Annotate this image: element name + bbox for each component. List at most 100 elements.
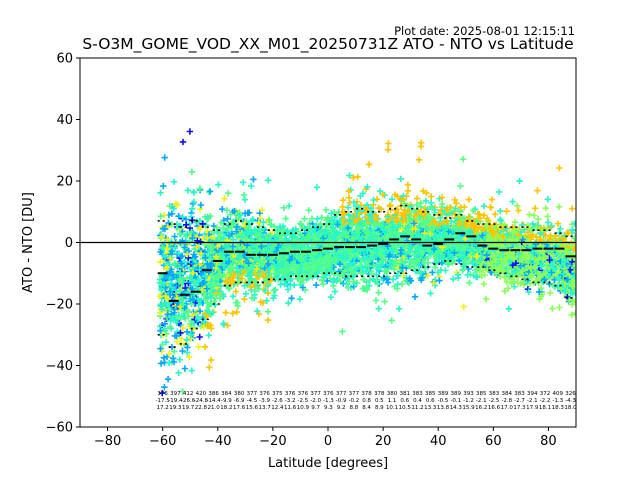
scatter-point: [282, 215, 289, 222]
scatter-point: [427, 290, 434, 297]
scatter-point: [497, 273, 504, 280]
scatter-point: [291, 281, 298, 289]
scatter-point: [391, 266, 398, 273]
scatter-point: [175, 369, 182, 376]
scatter-point: [161, 253, 169, 260]
scatter-point: [190, 189, 198, 196]
scatter-point: [166, 202, 173, 210]
scatter-point: [544, 213, 551, 220]
scatter-point: [330, 270, 338, 277]
scatter-point: [345, 188, 352, 195]
scatter-point: [378, 261, 386, 268]
scatter-point: [246, 209, 253, 216]
scatter-point: [170, 358, 178, 366]
scatter-point: [223, 207, 231, 214]
scatter-point: [480, 280, 487, 288]
scatter-point: [556, 304, 563, 311]
scatter-point: [313, 281, 320, 289]
scatter-point: [173, 338, 181, 345]
scatter-point: [179, 138, 187, 146]
scatter-point: [535, 216, 542, 223]
scatter-point: [161, 154, 168, 161]
scatter-point: [339, 197, 347, 204]
scatter-point: [450, 275, 457, 283]
scatter-point: [375, 289, 382, 296]
scatter-point: [453, 200, 460, 207]
scatter-point: [263, 297, 270, 304]
scatter-point: [345, 211, 352, 219]
scatter-point: [265, 177, 272, 184]
scatter-point: [329, 278, 337, 286]
scatter-point: [159, 389, 166, 397]
scatter-point: [451, 196, 458, 204]
scatter-point: [354, 173, 361, 181]
scatter-point: [186, 353, 193, 361]
scatter-point: [331, 288, 339, 295]
scatter-point: [196, 308, 204, 315]
scatter-point: [259, 299, 267, 306]
scatter-point: [157, 258, 164, 266]
scatter-point: [242, 290, 249, 297]
scatter-point: [318, 214, 325, 221]
scatter-point: [385, 140, 392, 147]
scatter-point: [339, 328, 346, 335]
scatter-point: [487, 204, 494, 211]
scatter-point: [522, 256, 530, 264]
scatter-point: [536, 295, 543, 303]
scatter-point: [179, 347, 186, 355]
scatter-point: [482, 295, 490, 303]
scatter-point: [505, 305, 512, 312]
scatter-point: [429, 269, 436, 276]
scatter-point: [345, 284, 352, 291]
scatter-point: [270, 295, 277, 302]
scatter-point: [270, 287, 277, 294]
scatter-point: [436, 277, 443, 284]
scatter-point: [262, 287, 269, 294]
scatter-point: [206, 364, 213, 371]
scatter-point: [264, 316, 272, 324]
scatter-point: [236, 212, 243, 219]
scatter-point: [568, 301, 576, 308]
scatter-point: [241, 295, 248, 303]
scatter-point: [254, 307, 261, 315]
scatter-point: [264, 308, 272, 315]
scatter-point: [280, 204, 287, 211]
scatter-point: [555, 203, 563, 210]
scatter-point: [388, 317, 395, 324]
scatter-point: [169, 315, 177, 322]
scatter-point: [170, 178, 178, 185]
scatter-point: [157, 360, 165, 367]
scatter-point: [384, 279, 392, 286]
scatter-point: [250, 176, 257, 183]
scatter-point: [554, 220, 562, 227]
scatter-point: [362, 209, 369, 216]
scatter-point: [286, 202, 293, 210]
scatter-point: [547, 289, 554, 296]
scatter-point: [569, 205, 576, 212]
scatter-point: [195, 343, 202, 350]
scatter-point: [544, 219, 552, 226]
scatter-point: [440, 219, 447, 226]
scatter-point: [372, 297, 380, 304]
scatter-point: [220, 320, 227, 327]
scatter-point: [515, 207, 522, 214]
scatter-point: [431, 206, 438, 214]
scatter-point: [157, 327, 164, 334]
scatter-point: [207, 300, 214, 307]
scatter-point: [297, 220, 304, 227]
scatter-point: [438, 194, 446, 201]
scatter-point: [514, 202, 521, 209]
scatter-point: [160, 182, 167, 190]
scatter-point: [205, 321, 212, 329]
scatter-point: [339, 209, 346, 216]
scatter-point: [161, 384, 168, 391]
scatter-point: [544, 196, 551, 203]
scatter-point: [215, 181, 222, 188]
scatter-point: [301, 215, 308, 222]
scatter-point: [465, 196, 472, 203]
scatter-point: [188, 367, 195, 374]
scatter-point: [492, 211, 499, 218]
scatter-point: [519, 252, 526, 259]
scatter-point: [176, 356, 183, 363]
